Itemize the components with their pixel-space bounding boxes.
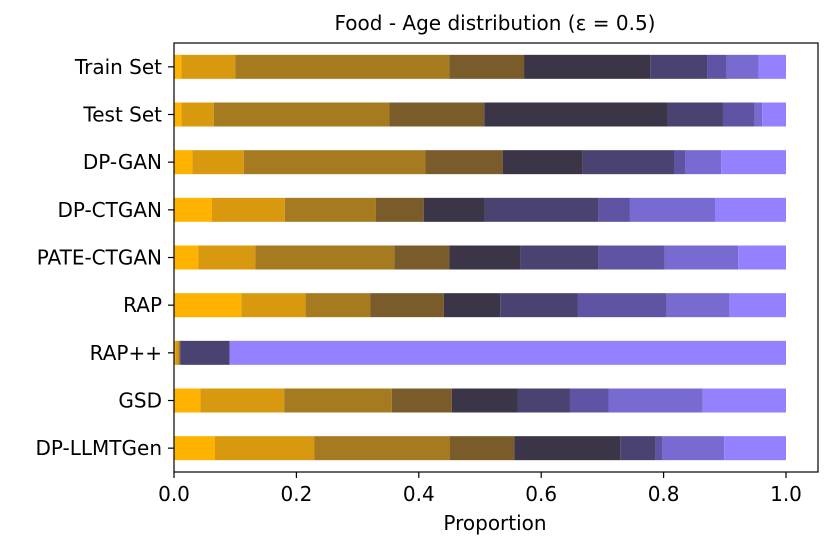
bar-segment-1-6 xyxy=(650,54,708,79)
bar-segment-6-3 xyxy=(305,293,371,318)
bar-segment-8-2 xyxy=(200,388,285,413)
y-tick-label: DP-CTGAN xyxy=(57,198,162,222)
y-axis: Train Set Test Set DP-GAN DP-CTGAN PATE-CTGA… xyxy=(36,55,174,460)
bar-segment-9-2 xyxy=(215,436,315,461)
bar-segment-3-8 xyxy=(685,150,722,175)
bar-segment-6-6 xyxy=(500,293,578,318)
bar-segment-4-8 xyxy=(629,197,716,222)
bar-segment-9-7 xyxy=(655,436,663,461)
bar-segment-8-1 xyxy=(174,388,201,413)
bar-segment-1-7 xyxy=(707,54,727,79)
bar-segment-9-1 xyxy=(174,436,216,461)
bar-segment-4-2 xyxy=(211,197,285,222)
bar-segment-7-2 xyxy=(175,340,179,365)
bar-segment-5-4 xyxy=(394,245,450,270)
bar-segment-3-6 xyxy=(582,150,675,175)
bar-segment-8-3 xyxy=(284,388,392,413)
bar-segment-7-6 xyxy=(180,340,230,365)
bar-segment-1-4 xyxy=(449,54,525,79)
bar-segment-9-3 xyxy=(314,436,451,461)
x-tick-label: 0.2 xyxy=(280,482,312,506)
bar-segment-1-3 xyxy=(235,54,450,79)
bar-segment-8-6 xyxy=(517,388,570,413)
bar-segment-9-4 xyxy=(450,436,515,461)
bar-segment-6-9 xyxy=(729,293,786,318)
y-tick-label: DP-GAN xyxy=(83,150,162,174)
y-tick-label: RAP++ xyxy=(90,341,162,365)
bar-segment-9-8 xyxy=(662,436,725,461)
bar-segment-5-9 xyxy=(738,245,786,270)
bar-segment-2-5 xyxy=(484,102,668,127)
bar-segment-3-4 xyxy=(425,150,503,175)
bar-segment-1-8 xyxy=(726,54,759,79)
y-tick-label: Test Set xyxy=(82,103,162,127)
bar-segment-2-9 xyxy=(762,102,786,127)
bar-segment-3-1 xyxy=(174,150,193,175)
bar-segment-3-7 xyxy=(674,150,686,175)
bar-segment-2-8 xyxy=(754,102,763,127)
bar-segment-6-7 xyxy=(577,293,667,318)
bar-segment-7-9 xyxy=(229,340,786,365)
bar-segment-4-7 xyxy=(598,197,630,222)
bar-segment-1-1 xyxy=(174,54,182,79)
bar-segment-9-5 xyxy=(514,436,621,461)
x-axis-label: Proportion xyxy=(443,511,546,535)
bar-segment-4-5 xyxy=(423,197,485,222)
bar-segment-2-2 xyxy=(181,102,214,127)
bar-segment-8-5 xyxy=(451,388,518,413)
bar-segment-7-1 xyxy=(174,340,176,365)
bar-segment-6-5 xyxy=(443,293,501,318)
bar-segment-2-6 xyxy=(667,102,723,127)
chart-title: Food - Age distribution (ε = 0.5) xyxy=(335,11,656,35)
y-tick-label: Train Set xyxy=(74,55,162,79)
bars-group xyxy=(174,54,786,461)
bar-segment-4-6 xyxy=(484,197,599,222)
bar-segment-5-8 xyxy=(664,245,739,270)
bar-segment-5-2 xyxy=(198,245,256,270)
bar-segment-3-3 xyxy=(243,150,426,175)
bar-segment-7-3 xyxy=(178,340,181,365)
bar-segment-2-4 xyxy=(389,102,485,127)
bar-segment-5-3 xyxy=(255,245,395,270)
bar-segment-4-3 xyxy=(284,197,376,222)
x-tick-label: 0.4 xyxy=(403,482,435,506)
y-tick-label: GSD xyxy=(118,389,162,413)
bar-segment-2-1 xyxy=(174,102,182,127)
bar-segment-5-7 xyxy=(598,245,665,270)
bar-segment-3-9 xyxy=(721,150,786,175)
bar-segment-4-4 xyxy=(375,197,424,222)
bar-segment-1-9 xyxy=(758,54,786,79)
bar-segment-6-8 xyxy=(666,293,730,318)
y-tick-label: DP-LLMTGen xyxy=(36,436,162,460)
bar-segment-8-7 xyxy=(569,388,609,413)
y-tick-label: RAP xyxy=(123,293,162,317)
bar-segment-5-5 xyxy=(449,245,521,270)
bar-segment-6-4 xyxy=(370,293,444,318)
bar-segment-5-1 xyxy=(174,245,199,270)
y-tick-label: PATE-CTGAN xyxy=(37,246,162,270)
bar-segment-6-1 xyxy=(174,293,242,318)
bar-segment-1-2 xyxy=(181,54,236,79)
bar-segment-2-3 xyxy=(213,102,390,127)
bar-segment-4-9 xyxy=(715,197,786,222)
bar-segment-3-2 xyxy=(192,150,244,175)
bar-segment-8-9 xyxy=(702,388,786,413)
bar-segment-9-6 xyxy=(620,436,656,461)
bar-segment-8-4 xyxy=(391,388,452,413)
bar-segment-6-2 xyxy=(241,293,306,318)
x-tick-label: 0.6 xyxy=(525,482,557,506)
bar-segment-1-5 xyxy=(524,54,651,79)
bar-segment-5-6 xyxy=(520,245,599,270)
x-tick-label: 0.8 xyxy=(648,482,680,506)
x-tick-label: 1.0 xyxy=(770,482,802,506)
bar-segment-2-7 xyxy=(722,102,755,127)
x-tick-label: 0.0 xyxy=(158,482,190,506)
bar-segment-4-1 xyxy=(174,197,212,222)
bar-segment-8-8 xyxy=(608,388,703,413)
bar-segment-3-5 xyxy=(502,150,583,175)
x-axis: 0.0 0.2 0.4 0.6 0.8 1.0 xyxy=(158,472,802,506)
bar-segment-9-9 xyxy=(724,436,786,461)
